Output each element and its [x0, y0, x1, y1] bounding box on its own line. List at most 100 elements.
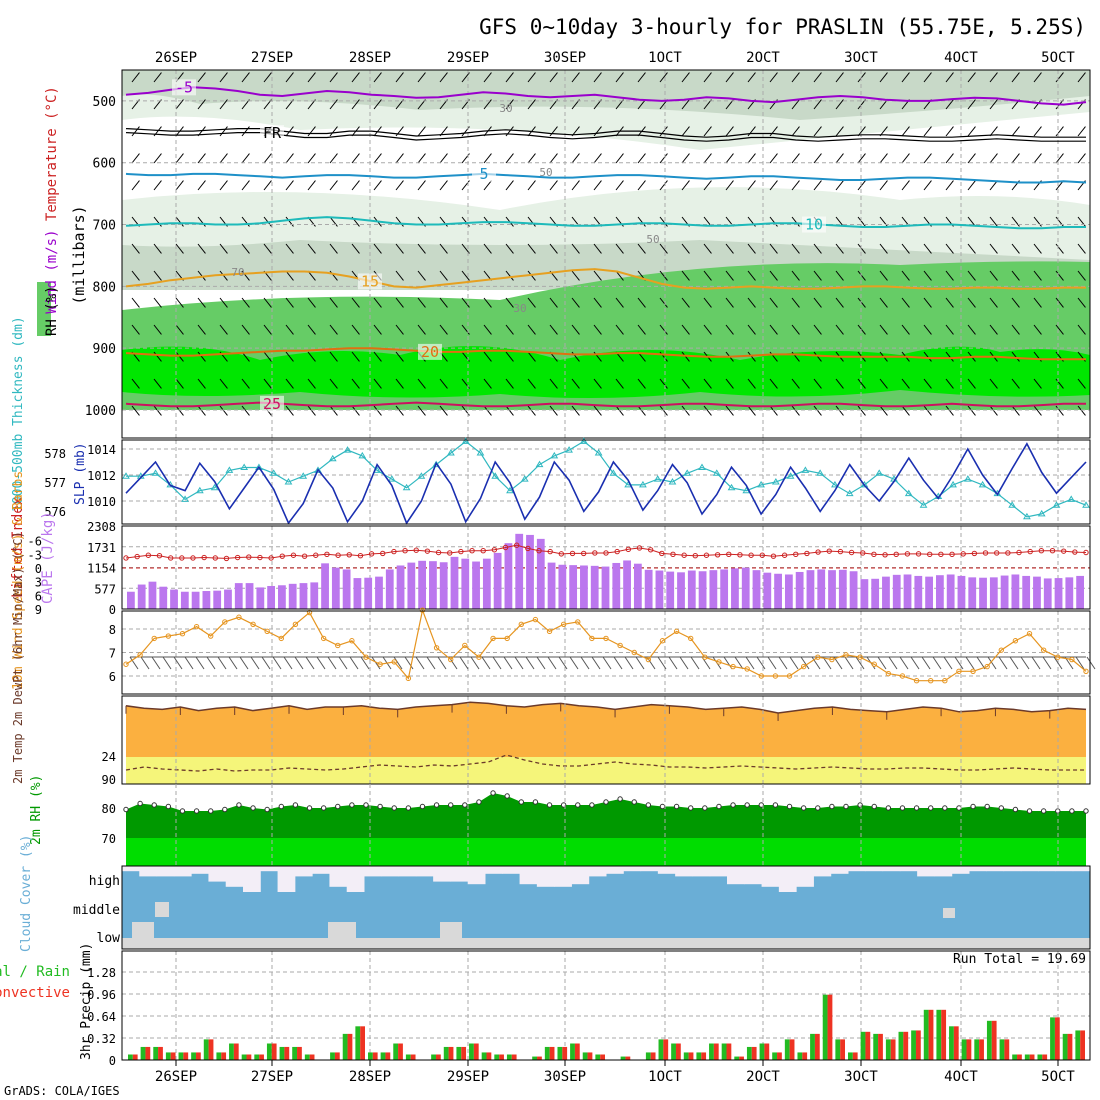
precip-total-bar [381, 1052, 386, 1060]
rh2m-point [1041, 809, 1045, 813]
high-cloud-clear [606, 866, 624, 874]
pressure-tick-label: 900 [93, 342, 116, 357]
rh2m-point [590, 803, 594, 807]
precip-convective-bar [360, 1026, 365, 1060]
cape-bar [321, 563, 329, 609]
precip-total-bar [772, 1052, 777, 1060]
precip-total-bar [722, 1044, 727, 1061]
surface-wind-barb [680, 657, 688, 669]
precip-total-bar [242, 1055, 247, 1061]
cape-bar [979, 578, 987, 609]
surface-wind-barb [537, 657, 545, 669]
precip-convective-bar [891, 1039, 896, 1060]
high-cloud-clear [260, 866, 278, 871]
precip-total-bar [216, 1052, 221, 1060]
rh2m-point [406, 806, 410, 810]
rh2m-point [491, 791, 495, 795]
precip-total-bar [128, 1055, 133, 1061]
rh-contour-label: 50 [539, 166, 552, 179]
precip-total-bar [785, 1039, 790, 1060]
slp-line [126, 444, 1086, 523]
surface-wind-barb [570, 657, 578, 669]
cape-bar [699, 571, 707, 609]
surface-wind-barb [911, 657, 919, 669]
cape-tick-label: 1154 [87, 562, 116, 576]
temperature-label: Temperature (°C) [44, 86, 60, 221]
cape-bar [1011, 574, 1019, 609]
precip-total-bar [191, 1052, 196, 1060]
surface-wind-barb [240, 657, 248, 669]
precip-convective-bar [145, 1047, 150, 1060]
rh2m-point [801, 806, 805, 810]
surface-wind-barb [152, 657, 160, 669]
precip-convective-bar [247, 1055, 252, 1061]
surface-wind-barb [350, 657, 358, 669]
cape-bar [936, 575, 944, 609]
cape-bar [1044, 578, 1052, 609]
pressure-tick-label: 700 [93, 219, 116, 234]
surface-wind-barb [416, 657, 424, 669]
precip-convective-bar [1042, 1055, 1047, 1061]
precip-total-bar [292, 1047, 297, 1060]
rh2m-point [900, 806, 904, 810]
precip-total-bar [1012, 1055, 1017, 1061]
cape-axis-label: CAPE (J/kg) [40, 511, 56, 604]
precip-convective-bar [625, 1057, 630, 1060]
date-label-bottom: 28SEP [349, 1069, 391, 1085]
low-cloud-patch [328, 922, 356, 944]
precip-total-bar [141, 1047, 146, 1060]
rh2m-point [985, 804, 989, 808]
rh2m-point [505, 794, 509, 798]
cloud-row-label: middle [73, 903, 120, 918]
precip-total-label: Total / Rain [0, 964, 70, 980]
rh2m-point [180, 809, 184, 813]
high-cloud-clear [243, 866, 261, 892]
precip-total-bar [229, 1044, 234, 1061]
surface-wind-barb [460, 657, 468, 669]
precip-convective-bar [1017, 1055, 1022, 1061]
precip-convective-bar [411, 1055, 416, 1061]
cape-bar [483, 559, 491, 609]
precip-convective-bar [348, 1034, 353, 1060]
rh2m-point [604, 800, 608, 804]
precip-convective-bar [335, 1052, 340, 1060]
precip-total-bar [974, 1039, 979, 1060]
cape-bar [429, 561, 437, 609]
pressure-tick-label: 800 [93, 280, 116, 295]
precip-convective-bar [183, 1052, 188, 1060]
surface-wind-barb [1021, 657, 1029, 669]
precip-convective-bar [385, 1052, 390, 1060]
precip-convective-bar [499, 1055, 504, 1061]
precip-convective-bar [663, 1039, 668, 1060]
run-total-label: Run Total = 19.69 [953, 952, 1086, 967]
cape-bar [289, 584, 297, 609]
high-cloud-clear [278, 866, 296, 892]
surface-wind-barb [427, 657, 435, 669]
surface-wind-barb [955, 657, 963, 669]
rh-label: RH (%) [44, 285, 60, 336]
high-cloud-clear [433, 866, 451, 882]
rh2m-tick-label: 90 [102, 773, 116, 787]
cape-bar [354, 578, 362, 609]
high-cloud-clear [883, 866, 901, 871]
high-cloud-clear [485, 866, 503, 874]
rh2m-axis-label: 2m RH (%) [29, 775, 44, 845]
surface-wind-barb [922, 657, 930, 669]
cloud-row-label: high [89, 874, 120, 889]
pressure-tick-label: 500 [93, 95, 116, 110]
precip-total-bar [760, 1044, 765, 1061]
precip-convective-bar [310, 1055, 315, 1061]
rh2m-point [293, 803, 297, 807]
precip-total-bar [835, 1039, 840, 1060]
rh2m-point [237, 803, 241, 807]
surface-wind-barb [526, 657, 534, 669]
precip-total-bar [621, 1057, 626, 1060]
precip-total-bar [886, 1039, 891, 1060]
high-cloud-clear [1038, 866, 1056, 871]
cape-bar [990, 577, 998, 609]
precip-total-bar [873, 1034, 878, 1060]
rh2m-point [717, 804, 721, 808]
date-label-bottom: 2OCT [746, 1069, 780, 1085]
precip-total-bar [456, 1047, 461, 1060]
precip-total-bar [962, 1039, 967, 1060]
